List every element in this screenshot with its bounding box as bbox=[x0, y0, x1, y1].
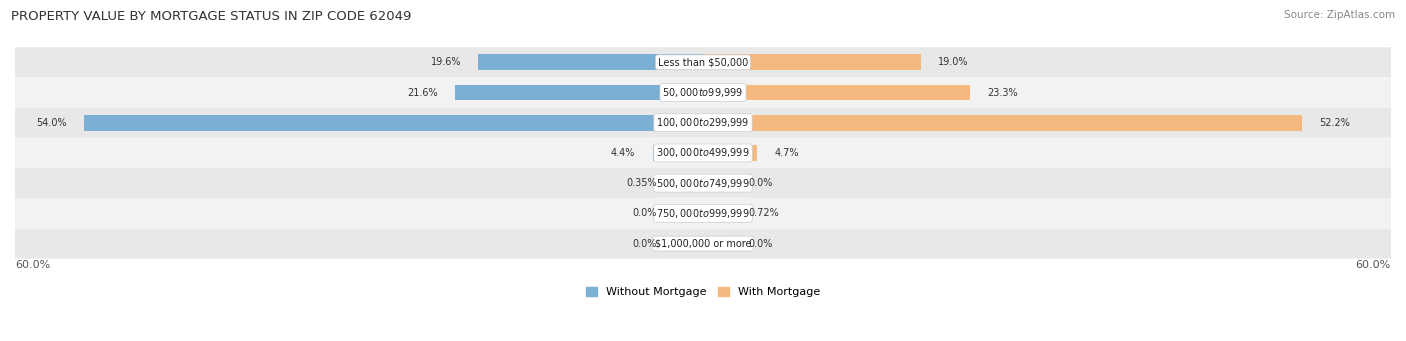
Text: $1,000,000 or more: $1,000,000 or more bbox=[655, 239, 751, 249]
Text: $50,000 to $99,999: $50,000 to $99,999 bbox=[662, 86, 744, 99]
Text: $100,000 to $299,999: $100,000 to $299,999 bbox=[657, 116, 749, 129]
Bar bbox=[675, 175, 703, 191]
Bar bbox=[703, 85, 970, 100]
Text: 4.4%: 4.4% bbox=[612, 148, 636, 158]
Text: 23.3%: 23.3% bbox=[987, 88, 1018, 98]
FancyBboxPatch shape bbox=[15, 77, 1391, 108]
Text: 0.0%: 0.0% bbox=[633, 239, 657, 249]
Bar bbox=[478, 55, 703, 70]
Text: $750,000 to $999,999: $750,000 to $999,999 bbox=[657, 207, 749, 220]
Bar bbox=[703, 175, 731, 191]
Legend: Without Mortgage, With Mortgage: Without Mortgage, With Mortgage bbox=[582, 283, 824, 302]
FancyBboxPatch shape bbox=[15, 138, 1391, 168]
Text: PROPERTY VALUE BY MORTGAGE STATUS IN ZIP CODE 62049: PROPERTY VALUE BY MORTGAGE STATUS IN ZIP… bbox=[11, 10, 412, 23]
Text: 54.0%: 54.0% bbox=[37, 118, 66, 128]
FancyBboxPatch shape bbox=[15, 228, 1391, 258]
Text: 0.0%: 0.0% bbox=[633, 208, 657, 218]
FancyBboxPatch shape bbox=[15, 47, 1391, 77]
Text: Less than $50,000: Less than $50,000 bbox=[658, 57, 748, 67]
Text: 4.7%: 4.7% bbox=[775, 148, 799, 158]
Bar bbox=[675, 206, 703, 221]
Bar bbox=[703, 115, 1302, 131]
Bar bbox=[652, 145, 703, 161]
Text: 19.0%: 19.0% bbox=[938, 57, 969, 67]
Text: 0.72%: 0.72% bbox=[749, 208, 779, 218]
Text: 0.0%: 0.0% bbox=[749, 239, 773, 249]
Bar bbox=[456, 85, 703, 100]
Text: 60.0%: 60.0% bbox=[1355, 261, 1391, 270]
Text: 19.6%: 19.6% bbox=[430, 57, 461, 67]
Text: 60.0%: 60.0% bbox=[15, 261, 51, 270]
Text: 21.6%: 21.6% bbox=[408, 88, 439, 98]
FancyBboxPatch shape bbox=[15, 168, 1391, 198]
Bar bbox=[84, 115, 703, 131]
Bar bbox=[703, 236, 731, 251]
Bar bbox=[703, 145, 756, 161]
Bar bbox=[703, 206, 731, 221]
Bar bbox=[675, 236, 703, 251]
Text: $300,000 to $499,999: $300,000 to $499,999 bbox=[657, 146, 749, 160]
Text: Source: ZipAtlas.com: Source: ZipAtlas.com bbox=[1284, 10, 1395, 20]
FancyBboxPatch shape bbox=[15, 108, 1391, 138]
Text: 0.35%: 0.35% bbox=[627, 178, 657, 188]
Text: 0.0%: 0.0% bbox=[749, 178, 773, 188]
FancyBboxPatch shape bbox=[15, 198, 1391, 228]
Text: $500,000 to $749,999: $500,000 to $749,999 bbox=[657, 177, 749, 190]
Bar bbox=[703, 55, 921, 70]
Text: 52.2%: 52.2% bbox=[1319, 118, 1350, 128]
